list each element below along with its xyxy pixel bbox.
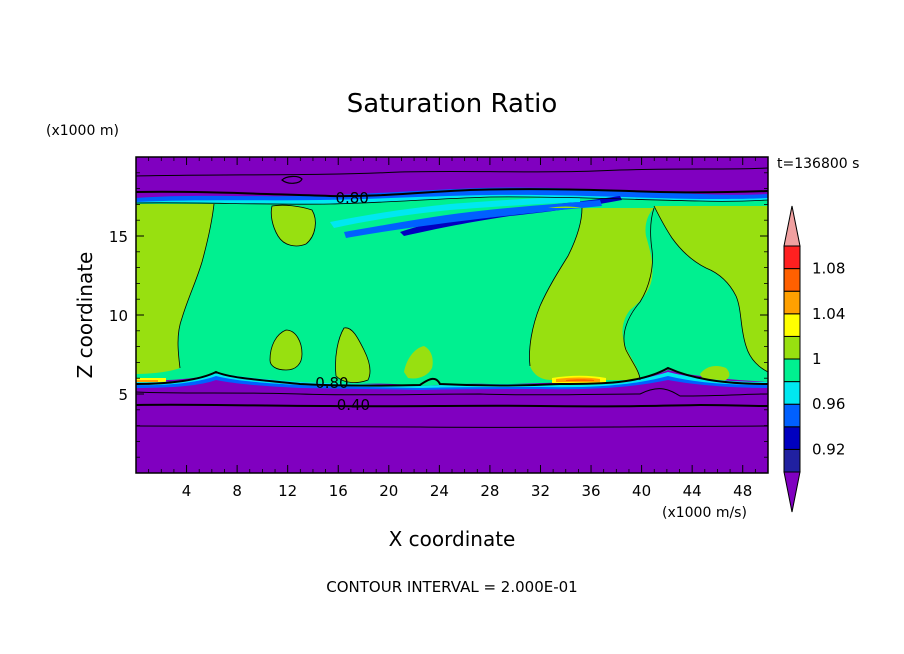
contour-left-edge bbox=[177, 203, 215, 369]
contour-lower-thin-1 bbox=[136, 388, 768, 397]
contour-right-3 bbox=[653, 205, 768, 373]
supersat-right-large bbox=[529, 206, 654, 380]
x-tick-label: 16 bbox=[329, 482, 348, 500]
colorbar-label: 0.92 bbox=[812, 440, 845, 458]
colorbar-under-triangle bbox=[783, 471, 801, 513]
y-tick-label: 15 bbox=[109, 228, 128, 246]
highlight-left-orange bbox=[136, 380, 158, 382]
x-tick-label: 12 bbox=[278, 482, 297, 500]
chart-title: Saturation Ratio bbox=[347, 89, 558, 119]
x-tick-label: 40 bbox=[632, 482, 651, 500]
contour-top-080 bbox=[136, 188, 768, 198]
y-axis: 5 10 15 bbox=[109, 172, 768, 458]
contour-right-large bbox=[529, 207, 583, 367]
highlight-mid-red bbox=[566, 379, 594, 381]
supersat-right-small bbox=[700, 366, 730, 382]
contour-blob-c2 bbox=[335, 327, 371, 384]
x-tick-label: 44 bbox=[683, 482, 702, 500]
lower-band-blue bbox=[136, 376, 768, 390]
y-tick-label: 5 bbox=[118, 386, 128, 404]
colorbar-box bbox=[783, 381, 801, 405]
colorbar-box bbox=[783, 245, 801, 270]
contour-blob-left-upper bbox=[270, 204, 316, 247]
contour-label: 0.80 bbox=[335, 189, 368, 207]
contour-mid-thin-1 bbox=[136, 196, 768, 205]
lower-band-dry bbox=[136, 380, 768, 473]
x-tick-label: 20 bbox=[379, 482, 398, 500]
x-unit-label: (x1000 m/s) bbox=[662, 505, 747, 521]
colorbar-label: 1.08 bbox=[812, 260, 845, 278]
x-tick-label: 48 bbox=[733, 482, 752, 500]
supersat-center-blob-2 bbox=[335, 327, 371, 383]
contour-lower-080 bbox=[136, 366, 768, 387]
colorbar-over-triangle bbox=[783, 205, 801, 247]
colorbar-box bbox=[783, 358, 801, 383]
y-tick-label: 10 bbox=[109, 307, 128, 325]
contour-lower-thin-2 bbox=[136, 425, 768, 428]
colorbar-label: 1.04 bbox=[812, 305, 845, 323]
colorbar-label: 0.96 bbox=[812, 395, 845, 413]
supersat-center-blob-1 bbox=[270, 330, 302, 370]
field-layers bbox=[136, 157, 768, 473]
colorbar-box bbox=[783, 403, 801, 428]
upper-streak-cyan bbox=[330, 196, 580, 228]
supersat-left bbox=[136, 204, 214, 374]
x-tick-label: 32 bbox=[531, 482, 550, 500]
contour-right-2 bbox=[623, 207, 655, 381]
supersat-center-blob-3 bbox=[404, 346, 433, 379]
x-tick-label: 8 bbox=[232, 482, 242, 500]
x-tick-label: 36 bbox=[581, 482, 600, 500]
x-tick-label: 24 bbox=[430, 482, 449, 500]
x-tick-label: 28 bbox=[480, 482, 499, 500]
colorbar-box bbox=[783, 448, 801, 473]
upper-streak-blue bbox=[344, 200, 602, 238]
contour-blob-c1 bbox=[269, 329, 303, 371]
x-axis-title: X coordinate bbox=[389, 527, 516, 551]
supersat-upper-left bbox=[271, 205, 316, 246]
colorbar-box bbox=[783, 426, 801, 450]
colorbar-label: 1 bbox=[812, 350, 822, 368]
colorbar-box bbox=[783, 335, 801, 360]
contour-label-group: 0.80 0.80 0.40 bbox=[315, 189, 370, 414]
contour-lower-040 bbox=[136, 403, 768, 408]
colorbar-box bbox=[783, 313, 801, 337]
contour-label: 0.40 bbox=[337, 396, 370, 414]
colorbar-box bbox=[783, 290, 801, 315]
colorbar: 0.92 0.96 1 1.04 1.08 bbox=[783, 205, 845, 513]
contour-top-blob bbox=[281, 175, 303, 184]
colorbar-box bbox=[783, 268, 801, 292]
contour-lines bbox=[136, 167, 768, 428]
contour-interval-note: CONTOUR INTERVAL = 2.000E-01 bbox=[326, 578, 577, 596]
x-axis: 4 8 12 16 20 24 28 32 36 40 44 48 bbox=[148, 157, 756, 500]
x-tick-label: 4 bbox=[182, 482, 192, 500]
y-unit-label: (x1000 m) bbox=[46, 123, 119, 139]
y-axis-title: Z coordinate bbox=[73, 252, 97, 379]
contour-top-thin bbox=[136, 167, 768, 177]
time-label: t=136800 s bbox=[777, 156, 859, 172]
supersat-right-edge bbox=[654, 206, 768, 372]
contour-label: 0.80 bbox=[315, 374, 348, 392]
